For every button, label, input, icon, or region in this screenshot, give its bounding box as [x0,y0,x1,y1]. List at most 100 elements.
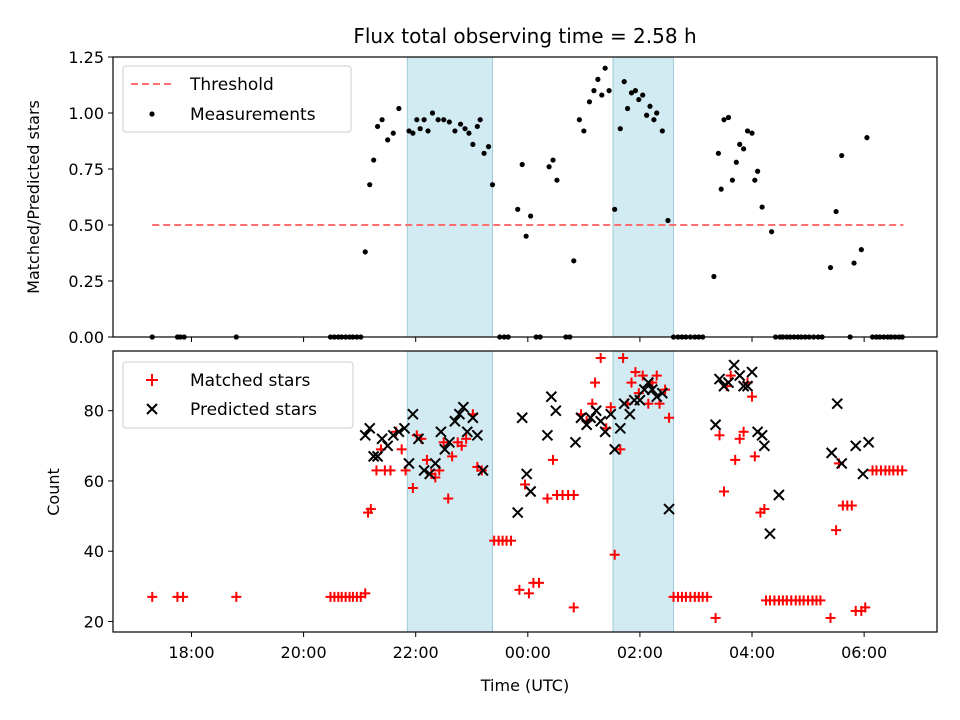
measurement-point [523,233,529,239]
predicted-marker [722,376,735,389]
predicted-marker-b [605,408,617,420]
predicted-marker-b [359,429,371,442]
y-tick-label: 0.75 [68,160,104,179]
measurement-point [528,213,534,219]
measurement-point [839,152,845,159]
predicted-marker [580,419,593,431]
measurement-point [651,117,657,123]
x-tick-label: 06:00 [841,643,887,662]
matched-marker [609,549,620,560]
predicted-marker [524,485,537,498]
matched-marker [534,577,545,588]
predicted-marker-b [773,489,785,501]
predicted-marker [599,426,611,438]
predicted-marker-b [624,408,636,420]
predicted-marker [477,464,489,477]
measurement-point [759,204,765,210]
predicted-marker-b [393,426,405,438]
matched-marker [702,591,713,602]
predicted-marker-b [634,394,646,406]
measurement-point [519,161,525,168]
measurement-point [827,264,834,271]
legend-threshold-label: Threshold [189,75,274,95]
predicted-marker [467,412,479,424]
predicted-marker-b [642,376,655,389]
predicted-marker-b [599,426,611,438]
measurement-point [606,88,612,94]
predicted-marker [608,443,621,456]
predicted-marker-b [471,429,484,442]
predicted-marker-b [618,397,630,410]
matched-marker [520,479,530,490]
predicted-marker-b [550,405,562,417]
predicted-marker [737,380,750,392]
matched-marker [421,454,432,465]
measurement-point [390,130,396,136]
shaded-interval [612,56,675,338]
bottom-panel-axes: 20 40 60 80 18:00 20:00 22:00 00:00 02:00 04:00 06… [84,350,938,662]
legend-measurements-label: Measurements [190,105,316,125]
matched-marker [407,482,418,493]
predicted-marker-b [580,419,593,431]
predicted-marker [614,422,626,434]
predicted-marker-b [541,429,554,442]
measurement-point [441,117,447,123]
measurement-point [485,144,492,150]
predicted-marker-b [850,440,862,452]
predicted-marker [709,419,722,431]
predicted-marker [575,412,587,424]
predicted-marker-b [733,369,746,382]
predicted-marker-b [857,468,869,480]
matched-marker [747,391,758,402]
bottom-panel-shaded-regions [406,350,675,633]
measurement-point [489,182,496,188]
predicted-marker-b [722,376,735,389]
measurement-point [452,128,458,134]
measurement-point [554,177,560,183]
measurement-point [628,90,635,96]
predicted-marker-b [453,408,466,420]
predicted-marker-b [614,422,626,434]
top-panel-shaded-regions [406,56,675,338]
top-panel-ylabel: Matched/Predicted stars [24,100,43,294]
predicted-marker [376,433,388,445]
predicted-marker-b [376,433,388,445]
matched-marker [730,454,741,465]
measurement-point [599,92,605,98]
measurement-point [733,159,739,165]
predicted-marker [364,422,376,434]
x-tick-label: 22:00 [393,643,439,662]
measurement-point [385,137,391,143]
legend-matched-swatch [146,374,158,386]
predicted-marker [457,401,470,413]
y-tick-label: 80 [84,402,104,421]
predicted-marker [393,426,405,438]
x-tick-label: 00:00 [505,643,551,662]
matched-marker [759,504,770,515]
measurement-point [851,260,857,266]
x-tick-label: 04:00 [729,643,775,662]
predicted-marker [831,397,843,410]
matched-marker [438,437,449,448]
matched-marker [505,535,516,546]
chart-title: Flux total observing time = 2.58 h [353,24,696,48]
matched-marker [618,353,629,364]
x-tick-label: 18:00 [168,643,214,662]
measurement-point [725,114,732,121]
predicted-marker-b [569,436,582,449]
predicted-marker-b [825,447,838,459]
predicted-marker [403,457,415,470]
predicted-marker [443,436,456,449]
y-tick-label: 0.25 [68,272,104,291]
y-tick-label: 1.00 [68,104,104,123]
predicted-marker [520,468,533,480]
measurement-point [462,126,468,132]
predicted-marker [387,429,399,442]
matched-marker [147,591,158,602]
matched-marker [714,430,725,441]
predicted-marker [728,359,740,371]
predicted-marker [642,376,655,389]
measurement-point [644,112,650,118]
measurement-point [414,117,420,123]
measurement-point [647,103,653,109]
